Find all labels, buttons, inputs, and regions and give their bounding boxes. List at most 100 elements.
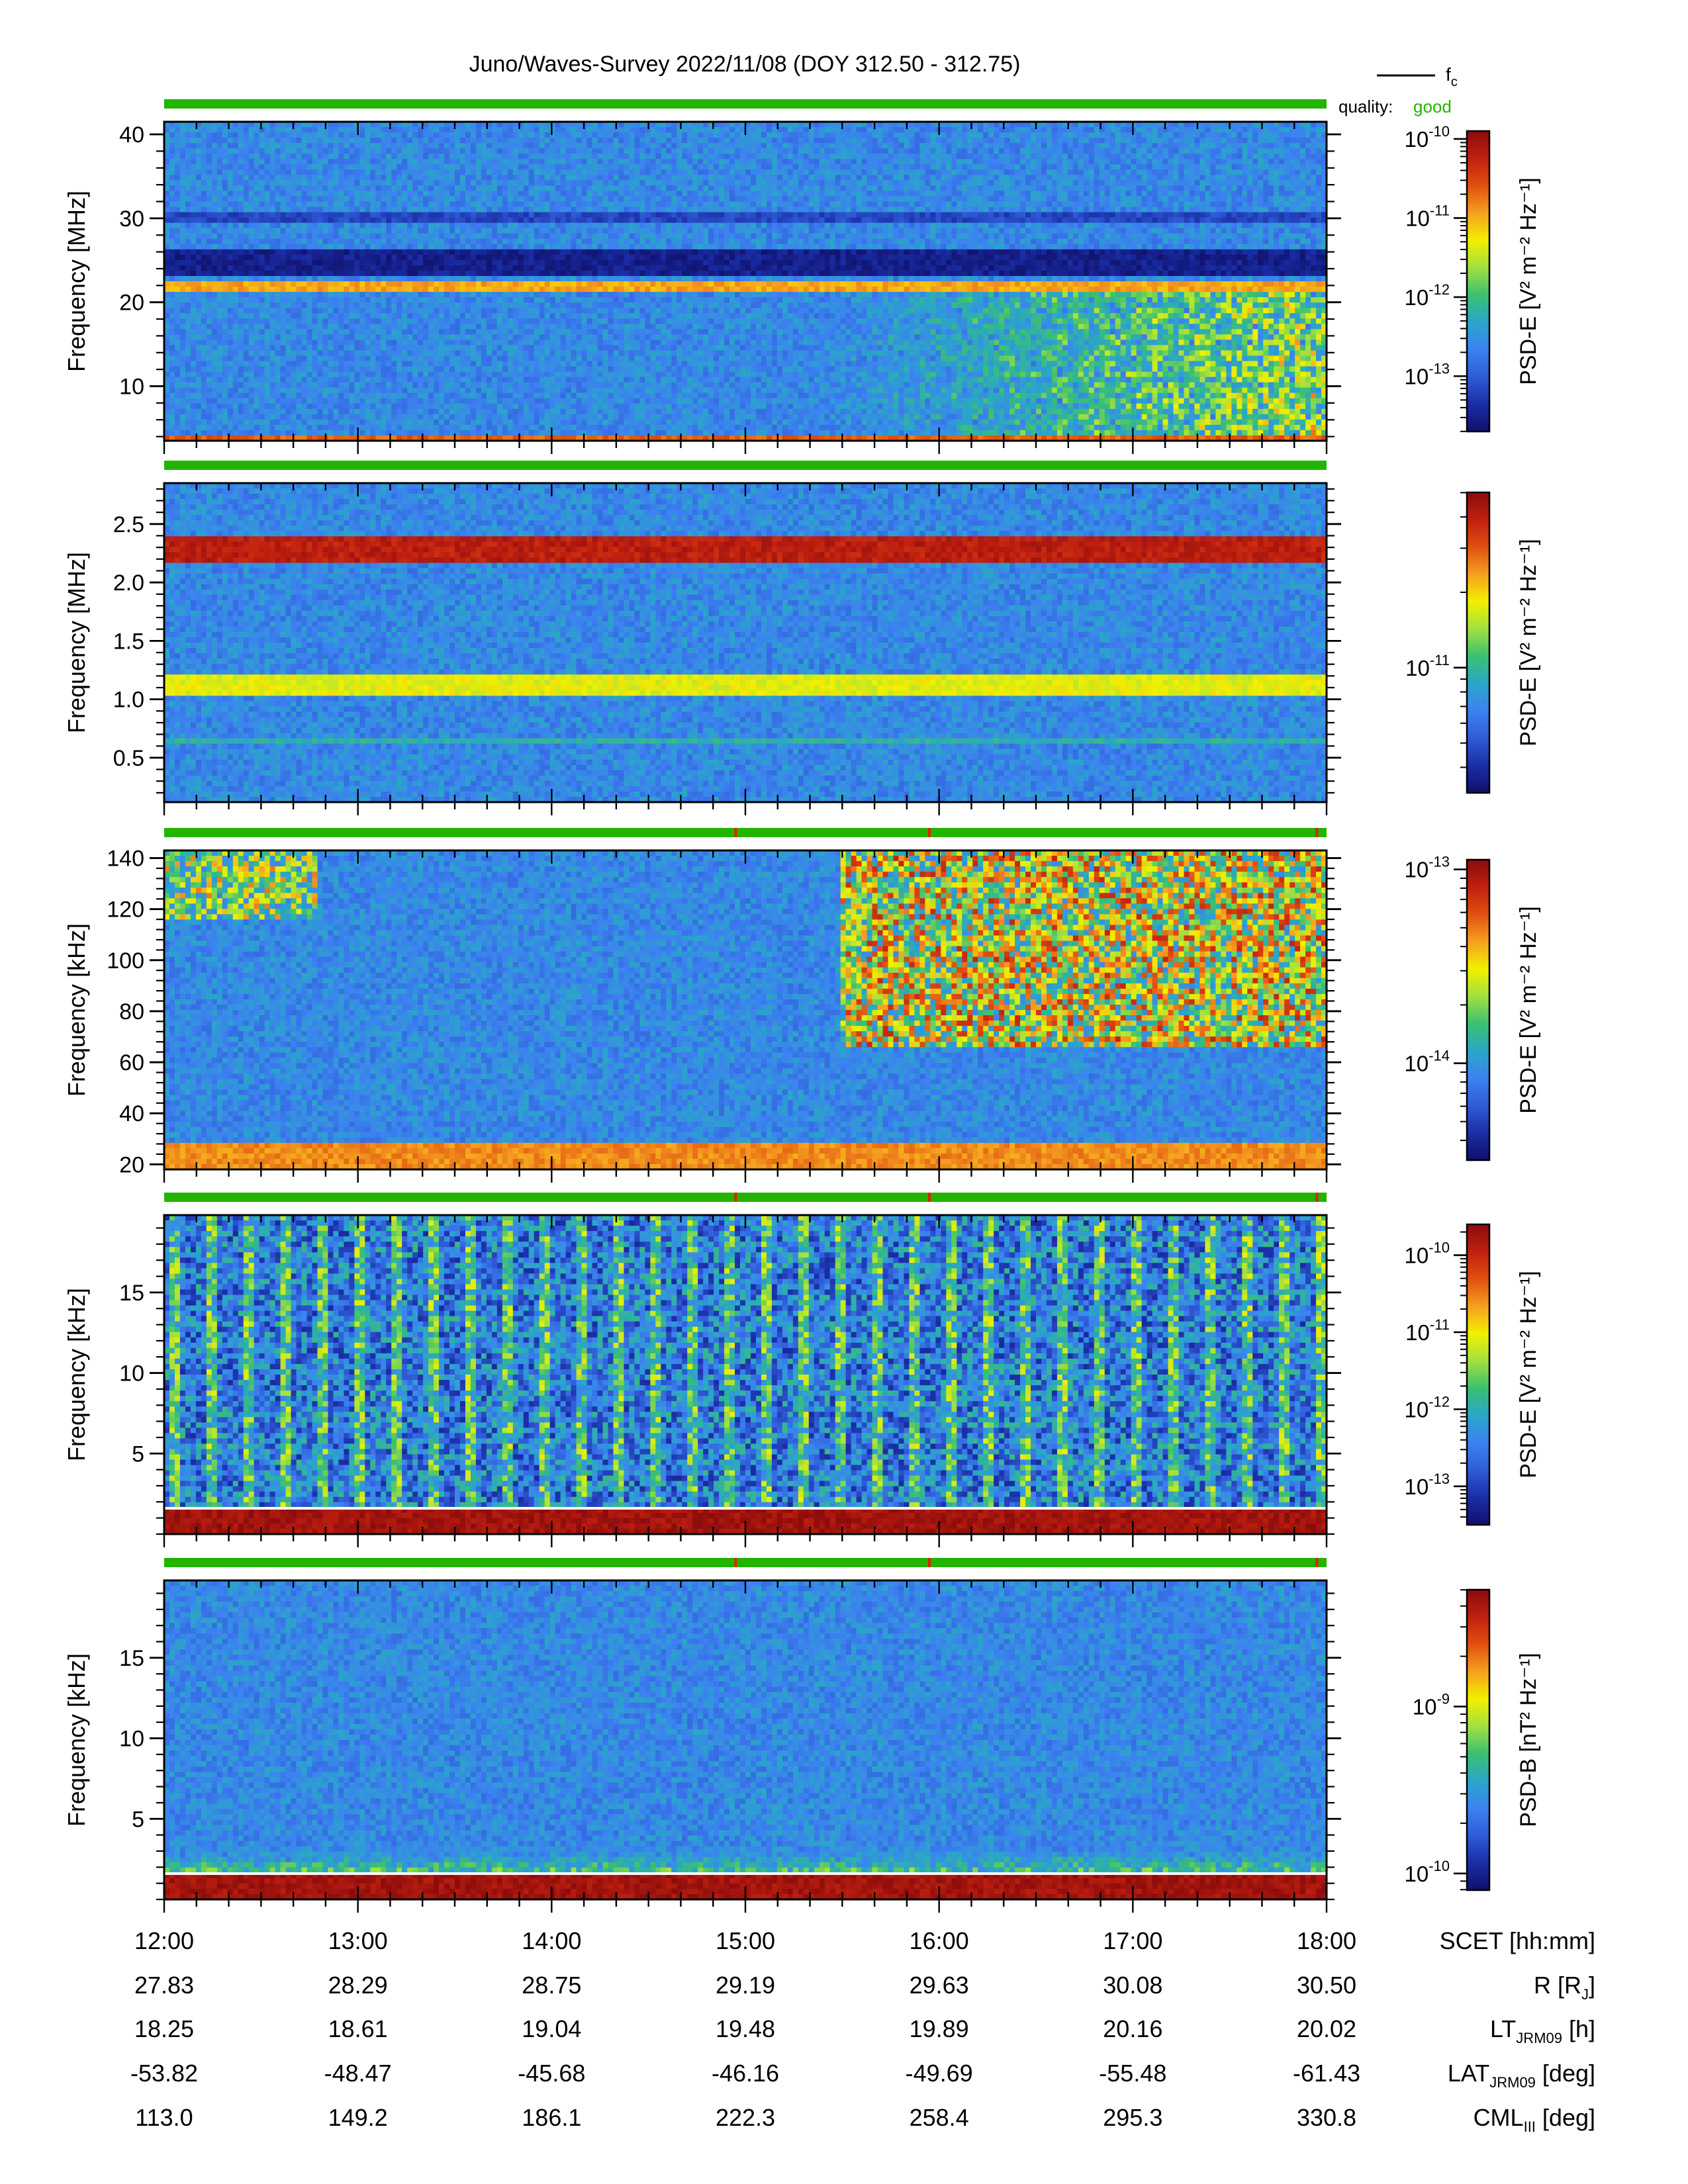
y-tick-label: 140 [107,846,144,872]
time-axis-value: 16:00 [910,1927,969,1954]
colorbar-tick-label: 10-11 [1405,1316,1450,1345]
y-tick-label: 5 [132,1807,144,1832]
time-axis-value: 20.02 [1297,2015,1356,2042]
quality-flag [1315,1558,1318,1567]
colorbar-tick-label: 10-12 [1404,281,1450,310]
time-axis-value: -53.82 [130,2060,198,2087]
y-tick-label: 80 [119,999,144,1024]
time-axis-value: -55.48 [1099,2060,1166,2087]
time-axis-value: 258.4 [910,2104,969,2131]
time-axis-value: 113.0 [135,2104,193,2131]
time-axis-value: 19.89 [910,2015,969,2042]
y-tick-label: 2.0 [113,570,144,596]
legend: fc quality: good [1338,64,1458,116]
time-axis-value: 17:00 [1103,1927,1162,1954]
y-tick-label: 40 [119,122,144,148]
colorbar-tick-label: 10-14 [1404,1048,1450,1076]
svg-text:fc: fc [1446,64,1458,89]
time-axis-value: 186.1 [522,2104,581,2131]
time-axis-value: 18:00 [1297,1927,1356,1954]
time-axis-value: 19.48 [716,2015,775,2042]
time-axis-value: 15:00 [716,1927,775,1954]
time-axis-value: 28.75 [522,1972,581,1999]
spectrogram-image [164,122,1327,441]
time-axis-value: -46.16 [712,2060,779,2087]
time-axis-row: 12:00 13:00 14:00 15:00 16:00 17:00 18:00 SCET … [134,1927,1595,1954]
quality-flag [734,1558,737,1567]
time-axis-label: SCET [hh:mm] [1440,1927,1595,1954]
y-axis-label: Frequency [kHz] [63,923,90,1097]
time-axis-row: -53.82 -48.47 -45.68 -46.16 -49.69 -55.48 -61.… [130,2060,1595,2091]
y-tick-label: 0.5 [113,746,144,771]
y-tick-label: 120 [107,897,144,923]
time-axis-value: 18.61 [328,2015,388,2042]
colorbar-tick-label: 10-12 [1404,1393,1450,1422]
quality-flag [734,1193,737,1202]
y-tick-label: 60 [119,1050,144,1075]
y-tick-label: 5 [132,1441,144,1467]
y-axis-label: Frequency [MHz] [63,552,90,733]
spectrogram-image [164,1580,1327,1900]
y-tick-label: 40 [119,1101,144,1126]
time-axis-value: 29.19 [716,1972,775,1999]
time-axis-value: 149.2 [328,2104,388,2131]
colorbar-tick-label: 10-11 [1405,202,1450,230]
colorbar-tick-label: 10-13 [1404,360,1450,388]
y-tick-label: 15 [119,1646,144,1671]
y-tick-label: 1.0 [113,688,144,713]
y-tick-label: 2.5 [113,512,144,537]
fc-legend-label-sub: c [1451,75,1458,89]
y-tick-label: 100 [107,948,144,974]
y-axis-label: Frequency [kHz] [63,1288,90,1461]
spectrogram-image [164,483,1327,803]
y-axis-label: Frequency [kHz] [63,1653,90,1827]
quality-flag [928,1193,931,1202]
time-axis-value: -48.47 [324,2060,392,2087]
time-axis-row: 113.0 149.2 186.1 222.3 258.4 295.3 330.8 CMLII… [135,2104,1595,2135]
colorbar-tick-label: 10-10 [1404,1240,1450,1268]
time-axis-value: 12:00 [134,1927,194,1954]
time-axis-value: -45.68 [518,2060,585,2087]
colorbar-label: PSD-E [V² m⁻² Hz⁻¹] [1516,177,1541,385]
quality-bar [164,461,1327,470]
y-tick-label: 10 [119,1727,144,1752]
quality-bar [164,1193,1327,1202]
spectrogram-image [164,850,1327,1170]
quality-flag [928,1558,931,1567]
time-axis-value: 30.50 [1297,1972,1356,1999]
time-axis-label: LTJRM09 [h] [1490,2015,1595,2046]
time-axis-value: 14:00 [522,1927,581,1954]
spectrogram-image [164,1215,1327,1535]
colorbar-label: PSD-E [V² m⁻² Hz⁻¹] [1516,539,1541,747]
time-axis-value: 18.25 [134,2015,194,2042]
time-axis-value: -49.69 [906,2060,973,2087]
time-axis-table: 12:00 13:00 14:00 15:00 16:00 17:00 18:00 SCET … [130,1927,1595,2135]
colorbar-tick-label: 10-9 [1413,1691,1450,1719]
time-axis-value: 19.04 [522,2015,581,2042]
y-tick-label: 30 [119,206,144,232]
quality-label: quality: [1338,97,1393,116]
y-tick-label: 10 [119,375,144,400]
time-axis-label: LATJRM09 [deg] [1448,2060,1595,2091]
time-axis-value: 27.83 [134,1972,194,1999]
colorbar-tick-label: 10-11 [1405,652,1450,680]
colorbar-label: PSD-E [V² m⁻² Hz⁻¹] [1516,906,1541,1114]
colorbar-tick-label: 10-13 [1404,1471,1450,1499]
colorbar-tick-label: 10-10 [1404,1858,1450,1886]
quality-flag [734,828,737,837]
quality-flag [1315,828,1318,837]
quality-bar [164,99,1327,109]
quality-value: good [1413,97,1452,116]
time-axis-value: 222.3 [716,2104,775,2131]
y-tick-label: 15 [119,1281,144,1306]
